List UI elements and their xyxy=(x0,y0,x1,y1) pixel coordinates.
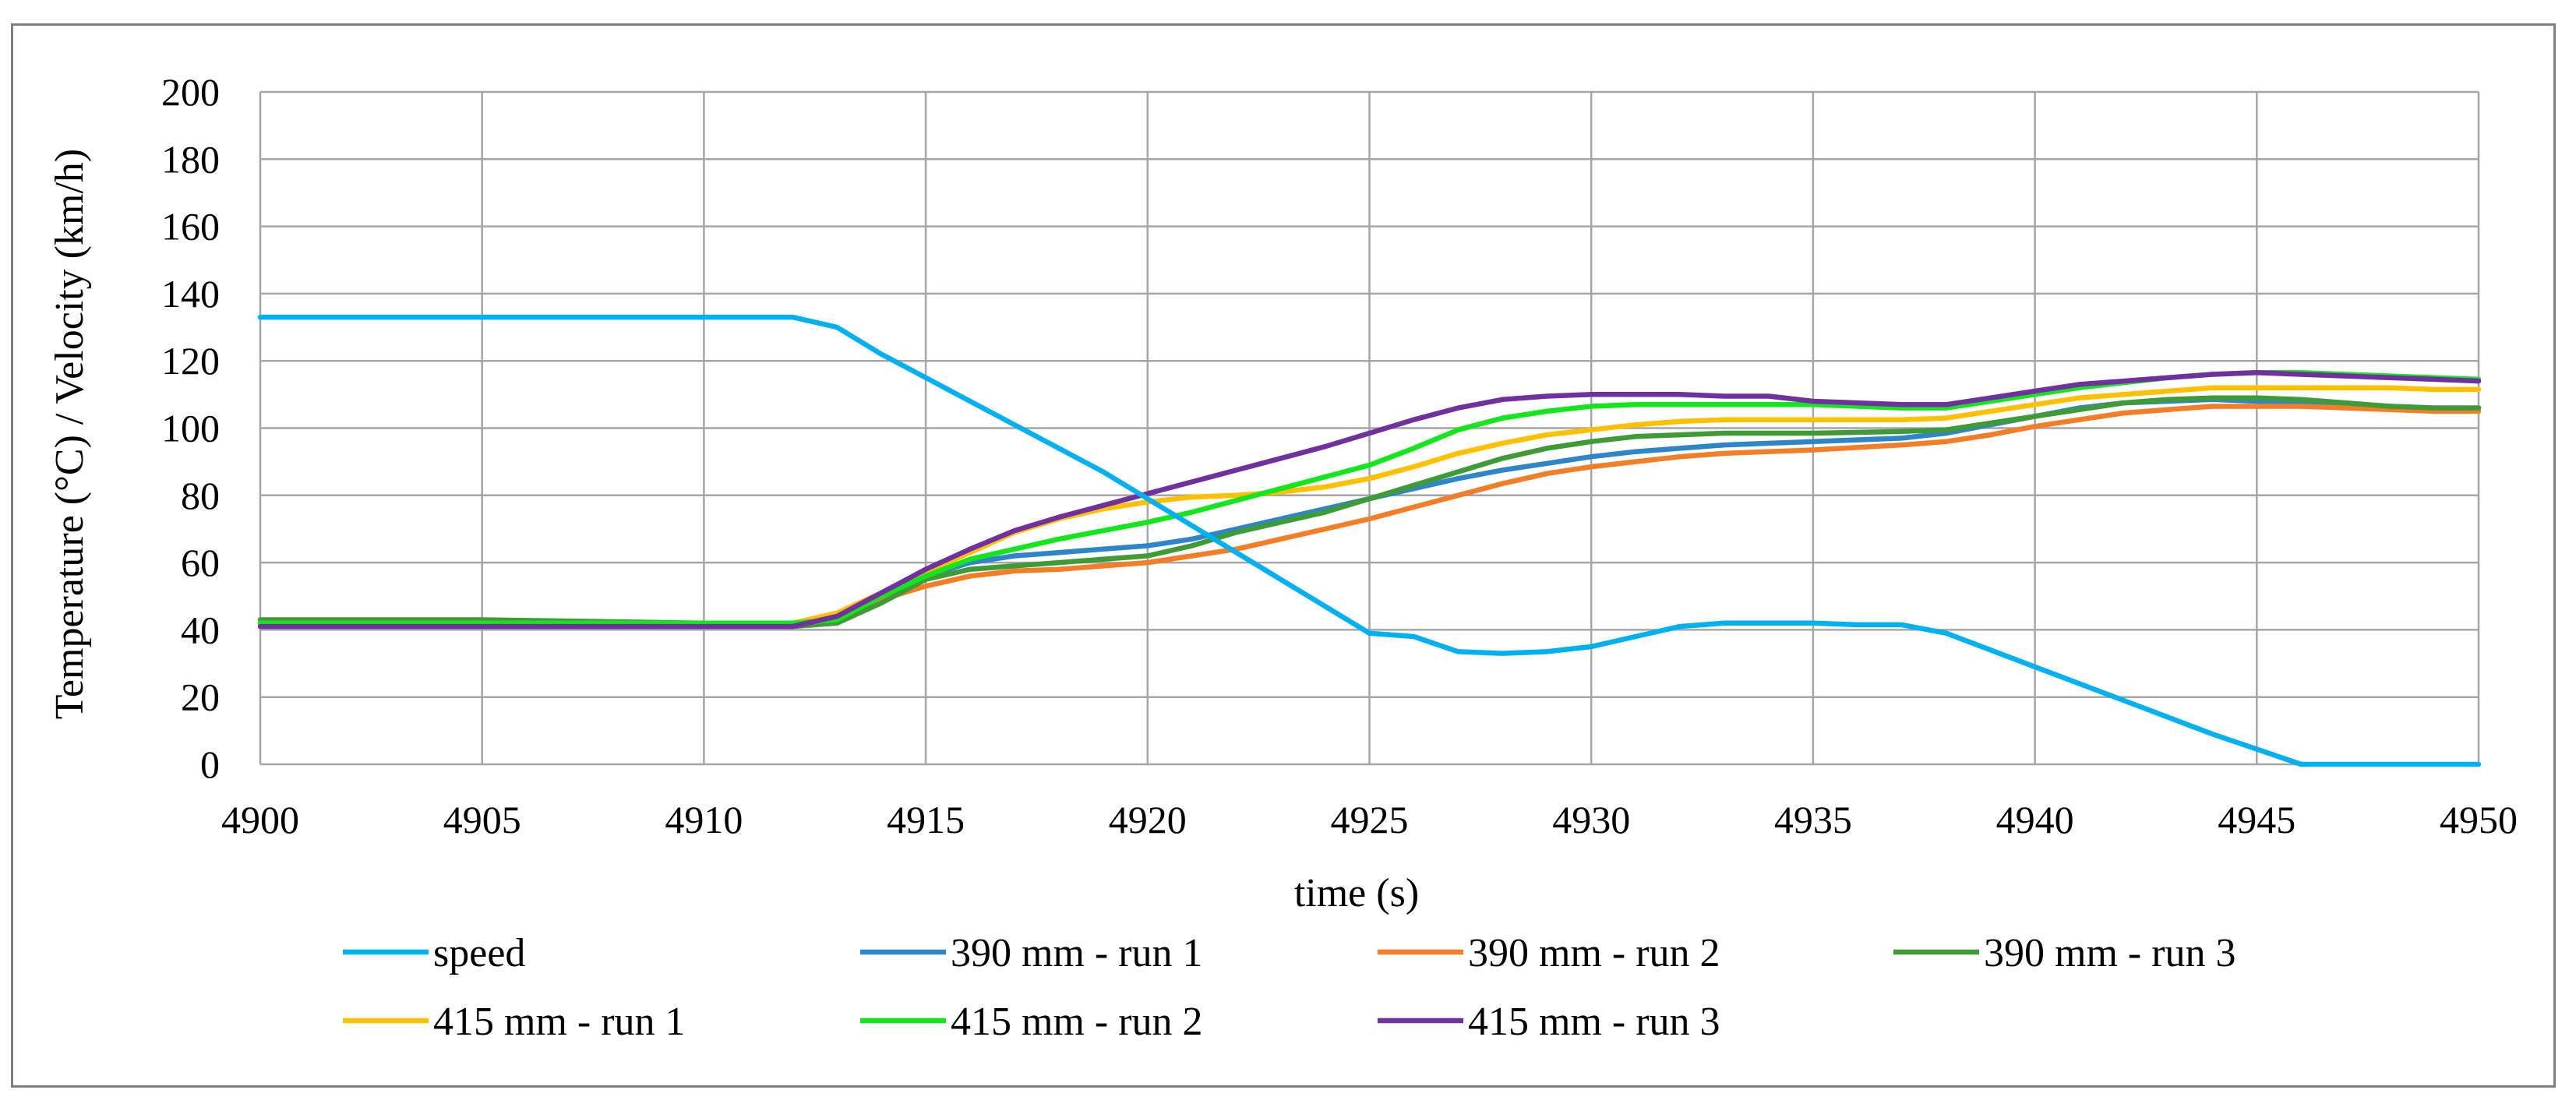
y-tick-label: 140 xyxy=(161,272,220,316)
legend-label: speed xyxy=(433,931,525,975)
series-lines xyxy=(257,314,2482,767)
legend-label: 390 mm - run 1 xyxy=(951,931,1203,975)
y-tick-label: 200 xyxy=(161,70,220,114)
y-tick-label: 20 xyxy=(181,675,220,719)
x-tick-label: 4950 xyxy=(2440,798,2518,841)
series-line-390-mm-run-3 xyxy=(257,395,2482,630)
series-line-415-mm-run-3 xyxy=(257,370,2482,630)
y-tick-label: 180 xyxy=(161,137,220,181)
x-tick-label: 4930 xyxy=(1552,798,1630,841)
y-axis-ticks: 0 20 40 60 80 100 120 140 160 180 200 xyxy=(161,70,220,786)
x-tick-label: 4940 xyxy=(1996,798,2074,841)
x-tick-label: 4925 xyxy=(1331,798,1409,841)
series-line-speed xyxy=(257,314,2482,767)
x-tick-label: 4900 xyxy=(221,798,299,841)
y-tick-label: 120 xyxy=(161,339,220,383)
y-tick-label: 60 xyxy=(181,541,220,584)
y-axis-title: Temperature (°C) / Velocity (km/h) xyxy=(48,149,92,719)
legend-label: 390 mm - run 2 xyxy=(1468,931,1720,975)
y-tick-label: 100 xyxy=(161,407,220,450)
y-tick-label: 0 xyxy=(200,742,220,786)
x-axis-ticks: 4900 4905 4910 4915 4920 4925 4930 4935 4940 4945… xyxy=(221,798,2518,841)
series-line-390-mm-run-2 xyxy=(257,404,2482,626)
x-tick-label: 4915 xyxy=(887,798,965,841)
legend-label: 390 mm - run 3 xyxy=(1984,931,2236,975)
y-tick-label: 80 xyxy=(181,474,220,517)
series-line-415-mm-run-1 xyxy=(257,385,2482,626)
x-tick-label: 4905 xyxy=(443,798,521,841)
y-tick-label: 160 xyxy=(161,205,220,249)
legend-label: 415 mm - run 3 xyxy=(1468,1000,1720,1044)
x-tick-label: 4935 xyxy=(1774,798,1852,841)
x-tick-label: 4945 xyxy=(2218,798,2295,841)
y-tick-label: 40 xyxy=(181,608,220,651)
legend-label: 415 mm - run 1 xyxy=(433,1000,686,1044)
x-tick-label: 4920 xyxy=(1109,798,1187,841)
x-tick-label: 4910 xyxy=(665,798,743,841)
legend-label: 415 mm - run 2 xyxy=(951,1000,1203,1044)
x-axis-title: time (s) xyxy=(1294,871,1419,915)
chart-frame xyxy=(11,23,2556,1088)
legend: speed 390 mm - run 1 390 mm - run 2 390 mm … xyxy=(343,931,2236,1044)
grid-lines xyxy=(259,90,2480,766)
